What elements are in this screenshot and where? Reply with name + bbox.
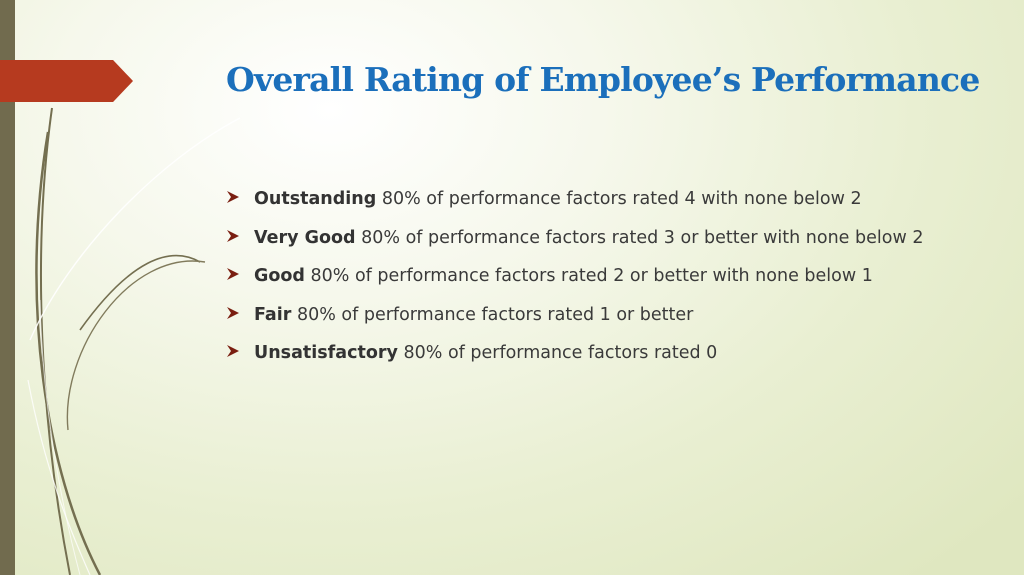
rating-description: 80% of performance factors rated 0 (403, 343, 718, 363)
left-accent-bar (0, 0, 15, 575)
rating-description: 80% of performance factors rated 4 with … (381, 189, 862, 209)
rating-description: 80% of performance factors rated 3 or be… (361, 227, 924, 248)
rating-term: Very Good (254, 227, 356, 248)
arrowhead-bullet-icon (227, 345, 239, 357)
rating-description: 80% of performance factors rated 2 or be… (310, 266, 873, 286)
bullet-item-fair: Fair 80% of performance factors rated 1 … (226, 301, 923, 340)
bullet-item-good: Good 80% of performance factors rated 2 … (226, 262, 923, 301)
bullet-item-very-good: Very Good 80% of performance factors rat… (226, 224, 923, 263)
rating-term: Unsatisfactory (254, 343, 398, 363)
arrowhead-bullet-icon (227, 306, 239, 319)
bullet-item-unsatisfactory: Unsatisfactory 80% of performance factor… (226, 339, 923, 378)
arrowhead-bullet-icon (227, 229, 239, 242)
arrowhead-bullet-icon (227, 268, 239, 280)
rating-term: Outstanding (254, 189, 377, 209)
rating-description: 80% of performance factors rated 1 or be… (296, 304, 694, 325)
title-accent-arrow (0, 60, 133, 102)
rating-bullet-list: Outstanding 80% of performance factors r… (226, 185, 923, 378)
bullet-item-outstanding: Outstanding 80% of performance factors r… (226, 185, 923, 224)
arrowhead-bullet-icon (227, 191, 239, 203)
rating-term: Good (254, 266, 305, 286)
rating-term: Fair (254, 304, 292, 325)
slide-title: Overall Rating of Employee’s Performance (226, 60, 980, 99)
